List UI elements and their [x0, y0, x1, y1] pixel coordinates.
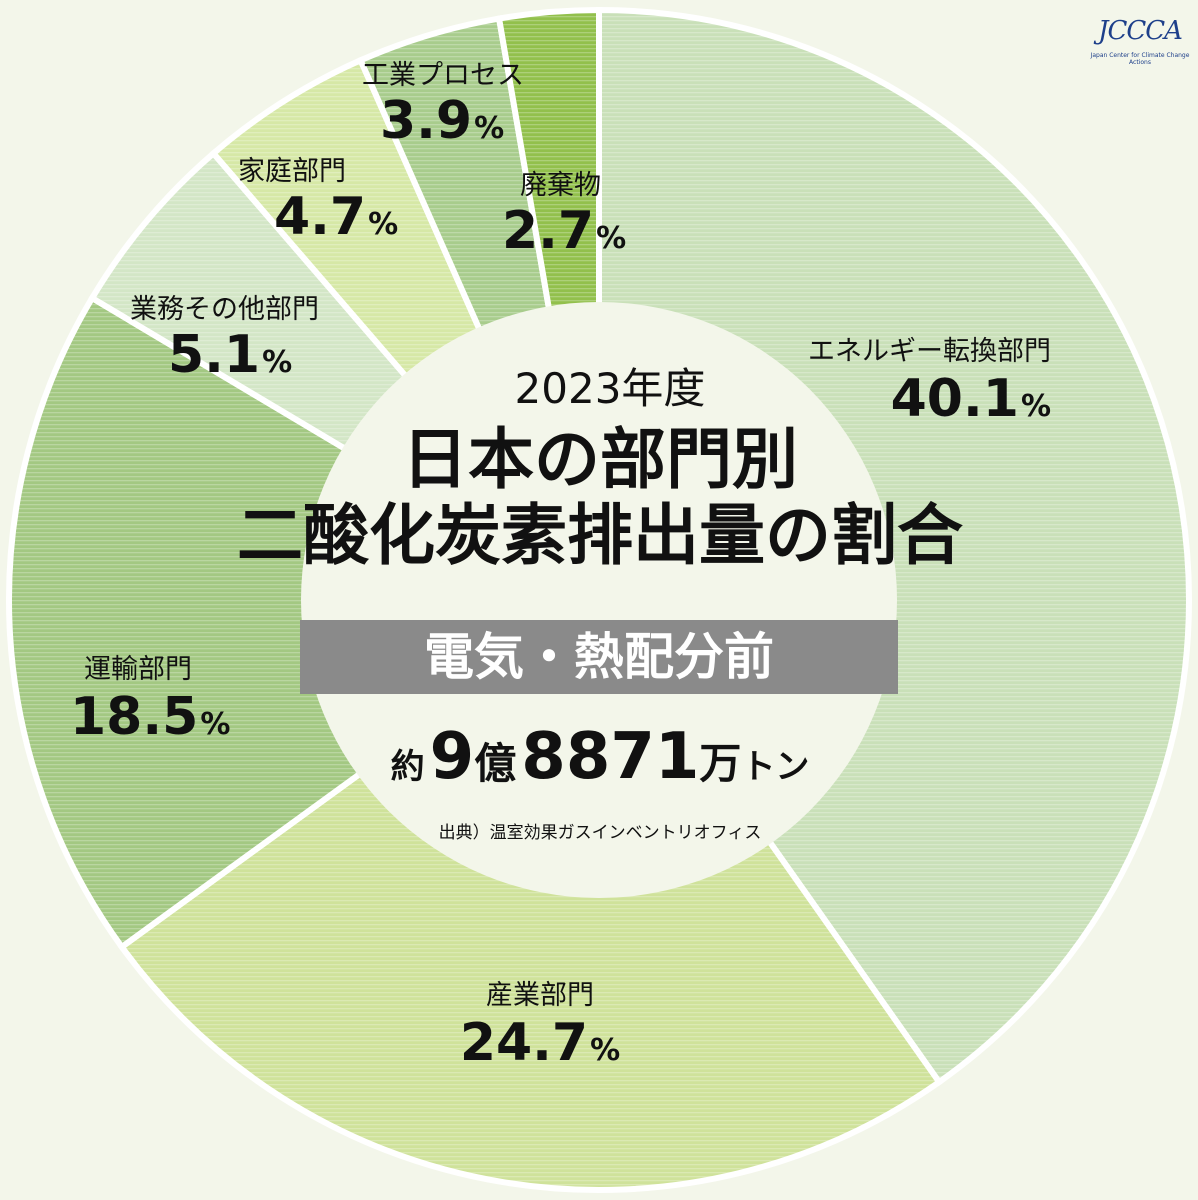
pie-slice-texture-0 [599, 10, 1189, 1083]
value-number: 40.1 [890, 369, 1019, 429]
source-note: 出典）温室効果ガスインベントリオフィス [438, 823, 762, 843]
total-prefix: 約 [390, 747, 425, 787]
value-number: 2.7 [502, 201, 595, 261]
label-name: 家庭部門 [238, 156, 346, 187]
jccca-logo: JCCCA Japan Center for Climate Change Ac… [1090, 16, 1190, 66]
total-man-unit: 万 [699, 739, 742, 788]
label-energy-conversion: エネルギー転換部門 40.1% [808, 338, 1051, 425]
value-unit: % [590, 1033, 621, 1068]
label-value: 4.7% [238, 191, 398, 243]
value-number: 3.9 [380, 91, 473, 151]
label-name: 廃棄物 [520, 170, 601, 201]
label-value: 2.7% [502, 205, 626, 257]
label-name: エネルギー転換部門 [808, 336, 1051, 367]
label-name: 工業プロセス [362, 60, 524, 91]
value-number: 24.7 [459, 1013, 589, 1073]
value-unit: % [200, 707, 231, 742]
label-value: 40.1% [808, 373, 1051, 425]
label-name: 業務その他部門 [130, 294, 319, 325]
label-industrial-process: 工業プロセス 3.9% [362, 62, 524, 147]
label-value: 24.7% [440, 1017, 640, 1069]
pie-slice-texture-1 [121, 600, 940, 1190]
chart-title: 日本の部門別 二酸化炭素排出量の割合 [180, 422, 1020, 574]
label-value: 5.1% [130, 329, 319, 381]
value-unit: % [262, 345, 293, 380]
logo-text: JCCCA [1098, 16, 1183, 46]
label-name: 運輸部門 [84, 654, 192, 685]
value-unit: % [1020, 389, 1051, 424]
total-oku-number: 9 [429, 720, 475, 794]
donut-center [301, 302, 897, 898]
title-line-1: 日本の部門別 [402, 421, 798, 498]
value-unit: % [368, 207, 399, 242]
value-unit: % [474, 111, 505, 146]
value-number: 5.1 [168, 325, 261, 385]
total-emissions: 約 9億 8871万トン [330, 720, 870, 794]
label-industry: 産業部門 24.7% [440, 982, 640, 1069]
total-man-number: 8871 [521, 720, 700, 794]
logo-subtitle: Japan Center for Climate Change Actions [1090, 52, 1190, 66]
value-unit: % [596, 221, 627, 256]
subtitle-band: 電気・熱配分前 [300, 620, 898, 694]
value-number: 4.7 [274, 187, 367, 247]
label-value: 18.5% [70, 691, 230, 743]
label-commercial: 業務その他部門 5.1% [130, 296, 319, 381]
label-value: 3.9% [362, 95, 524, 147]
value-number: 18.5 [70, 687, 199, 747]
center-year: 2023年度 [514, 364, 706, 413]
label-household: 家庭部門 4.7% [238, 158, 398, 243]
total-ton: トン [741, 747, 810, 787]
title-line-2: 二酸化炭素排出量の割合 [237, 496, 963, 574]
total-oku-unit: 億 [474, 739, 517, 788]
label-waste: 廃棄物 2.7% [502, 172, 626, 257]
label-transport: 運輸部門 18.5% [70, 656, 230, 743]
label-name: 産業部門 [486, 980, 594, 1011]
